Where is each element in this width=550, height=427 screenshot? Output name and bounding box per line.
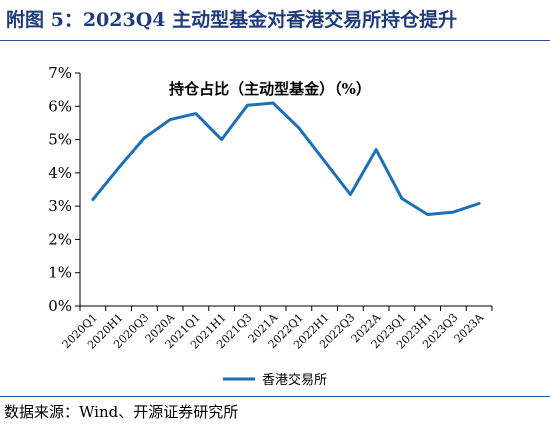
y-axis: 0% 1% 2% 3% 4% 5% 6% 7% <box>48 64 81 315</box>
y-tick-label: 6% <box>48 97 72 115</box>
legend-label: 香港交易所 <box>262 372 327 388</box>
series-line <box>91 101 481 216</box>
figure-title: 附图 5：2023Q4 主动型基金对香港交易所持仓提升 <box>6 9 458 31</box>
y-tick-label: 5% <box>48 131 72 149</box>
line-chart: 0% 1% 2% 3% 4% 5% 6% 7% 2020Q12020H12020Q32020A… <box>48 64 493 388</box>
y-tick-label: 2% <box>48 230 72 248</box>
chart-title: 持仓占比（主动型基金）（%） <box>169 80 371 98</box>
y-tick-label: 7% <box>48 64 72 82</box>
x-axis: 2020Q12020H12020Q32020A2021Q12021H12021Q… <box>60 305 493 352</box>
legend: 香港交易所 <box>223 372 327 388</box>
source-note: 数据来源：Wind、开源证券研究所 <box>4 403 239 421</box>
y-tick-label: 3% <box>48 197 72 215</box>
y-tick-label: 1% <box>48 264 72 282</box>
y-tick-label: 0% <box>48 297 72 315</box>
y-tick-label: 4% <box>48 164 72 182</box>
title-rule <box>0 40 550 41</box>
x-tick-label: 2023A <box>452 310 487 345</box>
footer-rule <box>0 396 550 397</box>
plot-area <box>91 101 481 216</box>
